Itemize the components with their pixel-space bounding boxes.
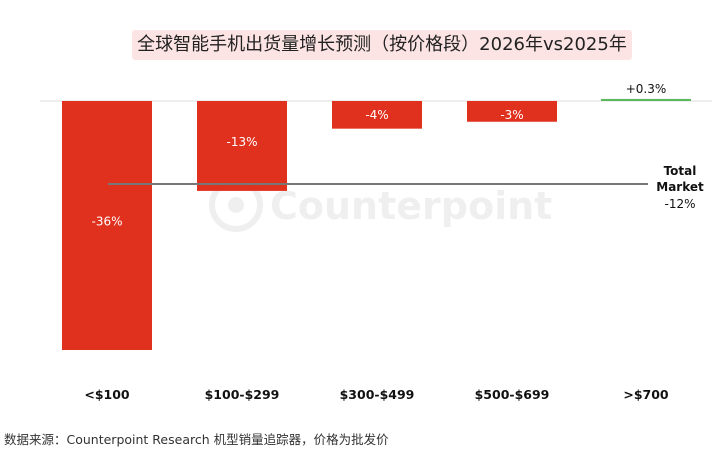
data-label-700: +0.3% [626, 82, 667, 96]
data-label-100-299: -13% [226, 135, 257, 149]
bar-100-299 [197, 101, 287, 191]
source-note: 数据来源：Counterpoint Research 机型销量追踪器，价格为批发… [4, 432, 389, 447]
category-label-300-499: $300-$499 [340, 387, 415, 402]
bar-700 [601, 98, 691, 101]
total-market-label-line2: Market [656, 180, 704, 194]
bar-500-699 [467, 101, 557, 122]
bar-300-499 [332, 101, 422, 129]
bar-chart: Counterpoint -36% <$100 -13% $100-$299 -4% $3… [40, 82, 712, 402]
category-label-100: <$100 [84, 387, 130, 402]
data-label-500-699: -3% [500, 108, 523, 122]
watermark-text: Counterpoint [270, 184, 552, 228]
bar-100 [62, 101, 152, 350]
total-market-value: -12% [664, 197, 695, 211]
chart-title: 全球智能手机出货量增长预测（按价格段）2026年vs2025年 [132, 30, 632, 60]
category-label-100-299: $100-$299 [205, 387, 280, 402]
data-label-100: -36% [91, 215, 122, 229]
total-market-label-line1: Total [664, 164, 697, 178]
category-label-700: >$700 [623, 387, 669, 402]
category-label-500-699: $500-$699 [475, 387, 550, 402]
data-label-300-499: -4% [365, 108, 388, 122]
